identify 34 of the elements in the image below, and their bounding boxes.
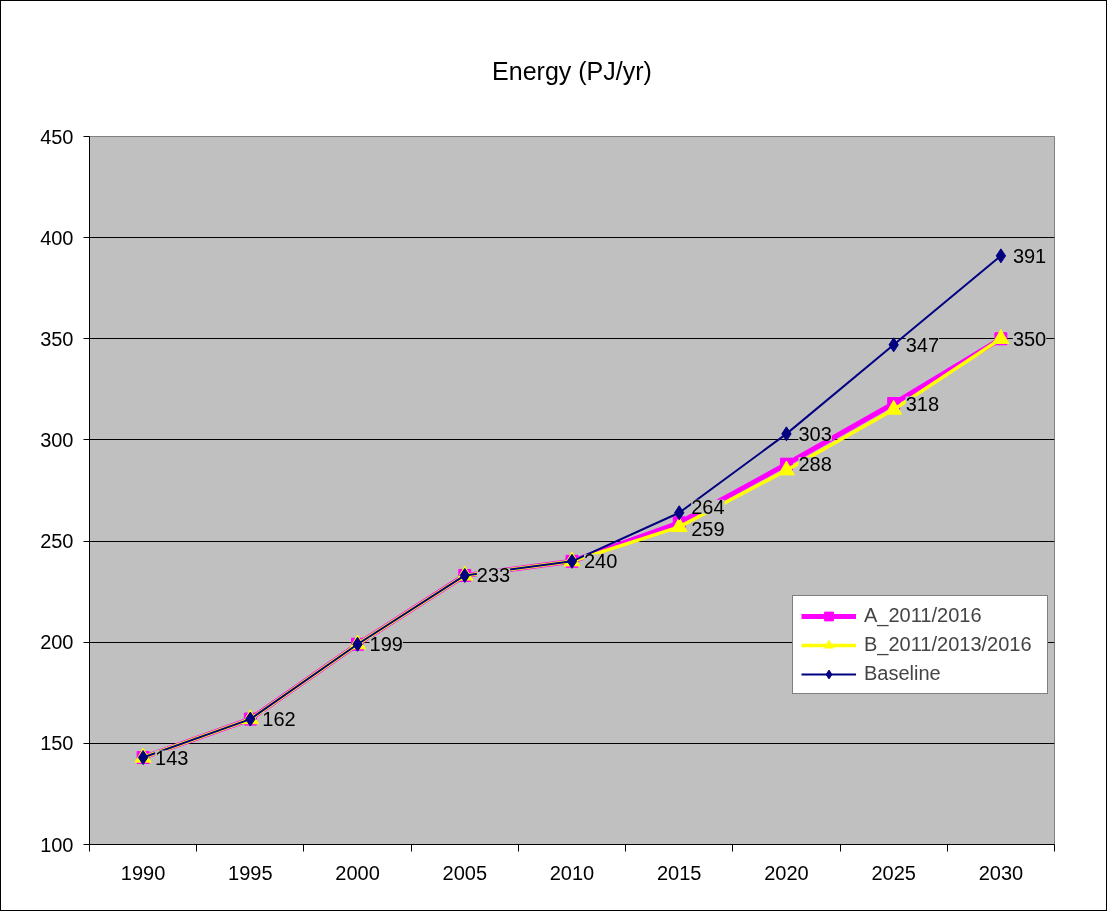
y-tick-label: 150 [40,732,74,755]
data-label: 303 [798,422,832,445]
y-tick-label: 100 [40,833,74,856]
y-tick-label: 250 [40,530,74,553]
data-label: 259 [691,517,725,540]
x-tick-label: 2025 [871,861,916,884]
x-tick-label: 1995 [228,861,273,884]
data-label: 350 [1012,327,1047,350]
data-label: 318 [905,392,940,415]
x-tick-label: 2020 [764,861,809,884]
y-tick-label: 350 [40,327,74,350]
y-tick-label: 200 [40,631,74,654]
data-label: 288 [798,453,832,476]
x-tick-label: 1990 [120,861,166,884]
data-label: 264 [691,495,725,518]
legend-label: B_2011/2013/2016 [864,633,1033,656]
data-label: 391 [1012,244,1047,267]
x-tick-label: 2030 [978,861,1024,884]
x-tick-label: 2010 [549,861,595,884]
x-tick-label: 2005 [442,861,488,884]
y-tick-label: 400 [40,226,74,249]
x-tick-label: 2015 [656,861,702,884]
y-tick-label: 300 [40,428,74,451]
data-label: 162 [262,708,296,731]
x-tick-label: 2000 [335,861,380,884]
data-label: 347 [905,333,940,356]
y-tick-label: 450 [40,125,74,148]
chart-title: Energy (PJ/yr) [492,56,652,85]
data-label: 143 [155,746,189,769]
data-label: 233 [476,564,511,587]
data-label: 240 [584,550,618,573]
data-label: 199 [369,633,403,656]
legend-label: A_2011/2016 [864,604,983,627]
legend-label: Baseline [864,662,942,685]
